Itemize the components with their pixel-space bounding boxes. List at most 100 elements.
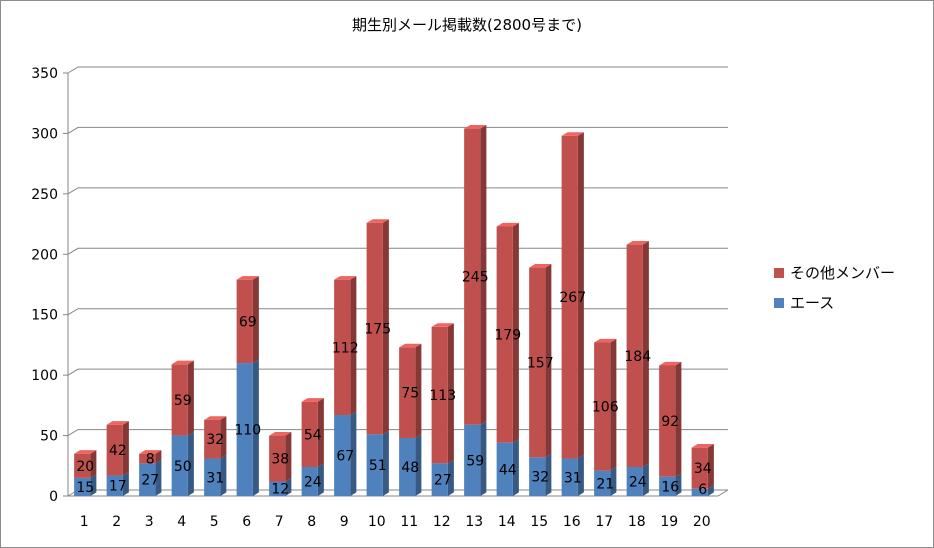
- data-label-ace: 44: [499, 462, 517, 478]
- data-label-ace: 59: [466, 453, 484, 469]
- data-label-ace: 51: [369, 458, 387, 474]
- bar-segment-other: [334, 276, 357, 416]
- data-label-other: 179: [494, 328, 521, 344]
- bar-segment-ace: [464, 421, 487, 496]
- data-label-other: 59: [174, 393, 192, 409]
- data-label-other: 32: [206, 432, 224, 448]
- legend-swatch: [774, 268, 784, 278]
- y-tick-label: 50: [40, 429, 58, 445]
- data-label-other: 42: [109, 443, 127, 459]
- data-label-other: 106: [592, 400, 619, 416]
- x-tick-label: 4: [177, 514, 186, 530]
- bar-segment-ace: [334, 411, 357, 496]
- gridline: [67, 187, 728, 195]
- bar-segment-ace: [496, 439, 519, 496]
- bar-segment-ace: [139, 459, 162, 496]
- bar-segment-other: [236, 276, 259, 364]
- bar-segment-ace: [561, 454, 584, 496]
- data-label-ace: 16: [661, 479, 679, 495]
- data-label-ace: 67: [336, 449, 354, 465]
- bar-segment-other: [431, 323, 454, 464]
- y-tick-label: 200: [31, 247, 58, 263]
- x-tick-label: 19: [660, 514, 678, 530]
- data-label-ace: 24: [304, 474, 322, 490]
- x-tick-label: 1: [80, 514, 89, 530]
- data-label-other: 8: [146, 452, 155, 468]
- data-label-other: 267: [559, 290, 586, 306]
- data-label-ace: 31: [564, 470, 582, 486]
- x-tick-label: 9: [340, 514, 349, 530]
- bar-segment-other: [139, 450, 162, 464]
- bar-segment-ace: [529, 453, 552, 496]
- y-tick-label: 0: [49, 489, 58, 505]
- data-label-ace: 31: [206, 470, 224, 486]
- bar-segment-other: [529, 263, 552, 458]
- x-tick-label: 7: [275, 514, 284, 530]
- data-label-other: 69: [239, 314, 257, 330]
- data-labels: 15 20 17 42 27 8 50 59 31 32 110 69 12 38 24 54 67 112 51 1…: [76, 270, 711, 498]
- x-tick-label: 10: [368, 514, 386, 530]
- x-tick-label: 17: [595, 514, 613, 530]
- bar-segment-ace: [691, 485, 714, 496]
- bar-segment-ace: [399, 434, 422, 496]
- data-label-ace: 27: [434, 473, 452, 489]
- x-tick-label: 11: [400, 514, 418, 530]
- x-tick-label: 12: [433, 514, 451, 530]
- data-label-other: 112: [332, 340, 359, 356]
- bar-segment-ace: [626, 463, 649, 496]
- bar-segment-ace: [431, 459, 454, 496]
- bar-segment-other: [496, 222, 519, 443]
- data-label-other: 92: [661, 414, 679, 430]
- bar-segment-other: [691, 444, 714, 489]
- data-label-other: 38: [271, 452, 289, 468]
- data-label-ace: 27: [141, 473, 159, 489]
- x-tick-label: 2: [112, 514, 121, 530]
- gridline: [67, 66, 728, 74]
- y-axis-ticks: 0 50 100 150 200 250 300 350: [31, 66, 58, 505]
- bar-segment-other: [561, 132, 584, 459]
- bar-segment-other: [626, 241, 649, 467]
- x-axis-ticks: 1 2 3 4 5 6 7 8 9 10 11 12 13 14 15 16 17 18 19 20: [80, 514, 711, 530]
- data-label-ace: 50: [174, 459, 192, 475]
- data-label-ace: 21: [596, 476, 614, 492]
- x-tick-label: 6: [242, 514, 251, 530]
- data-label-ace: 48: [401, 460, 419, 476]
- data-label-ace: 110: [234, 423, 261, 439]
- bar-segment-ace: [106, 471, 129, 496]
- data-label-ace: 12: [271, 482, 289, 498]
- bar-segment-ace: [204, 454, 227, 496]
- data-label-other: 75: [401, 386, 419, 402]
- data-label-other: 157: [527, 355, 554, 371]
- bar-segment-other: [464, 124, 487, 425]
- y-tick-label: 300: [31, 126, 58, 142]
- x-tick-label: 13: [465, 514, 483, 530]
- bar-segment-other: [659, 361, 682, 477]
- x-tick-label: 16: [563, 514, 581, 530]
- bar-segment-other: [594, 338, 617, 471]
- bar-segment-ace: [301, 463, 324, 496]
- data-label-ace: 24: [629, 474, 647, 490]
- data-label-ace: 15: [76, 480, 94, 496]
- data-label-other: 34: [694, 461, 712, 477]
- bar-segment-ace: [594, 467, 617, 496]
- bar-segment-other: [269, 431, 292, 482]
- bar-segment-ace: [659, 473, 682, 496]
- bar-segment-ace: [74, 474, 97, 496]
- data-label-other: 20: [76, 459, 94, 475]
- bar-segment-other: [399, 343, 422, 438]
- x-tick-label: 20: [693, 514, 711, 530]
- bar-segment-other: [301, 398, 324, 467]
- y-tick-label: 100: [31, 368, 58, 384]
- bar-segment-other: [204, 416, 227, 459]
- legend-label: エース: [790, 294, 834, 312]
- data-label-ace: 17: [109, 479, 127, 495]
- bars: [74, 124, 714, 496]
- x-tick-label: 18: [628, 514, 646, 530]
- data-label-other: 54: [304, 427, 322, 443]
- legend-label: その他メンバー: [790, 264, 895, 282]
- data-label-other: 113: [429, 388, 456, 404]
- x-tick-label: 3: [145, 514, 154, 530]
- bar-segment-ace: [366, 430, 389, 496]
- data-label-other: 245: [462, 270, 489, 286]
